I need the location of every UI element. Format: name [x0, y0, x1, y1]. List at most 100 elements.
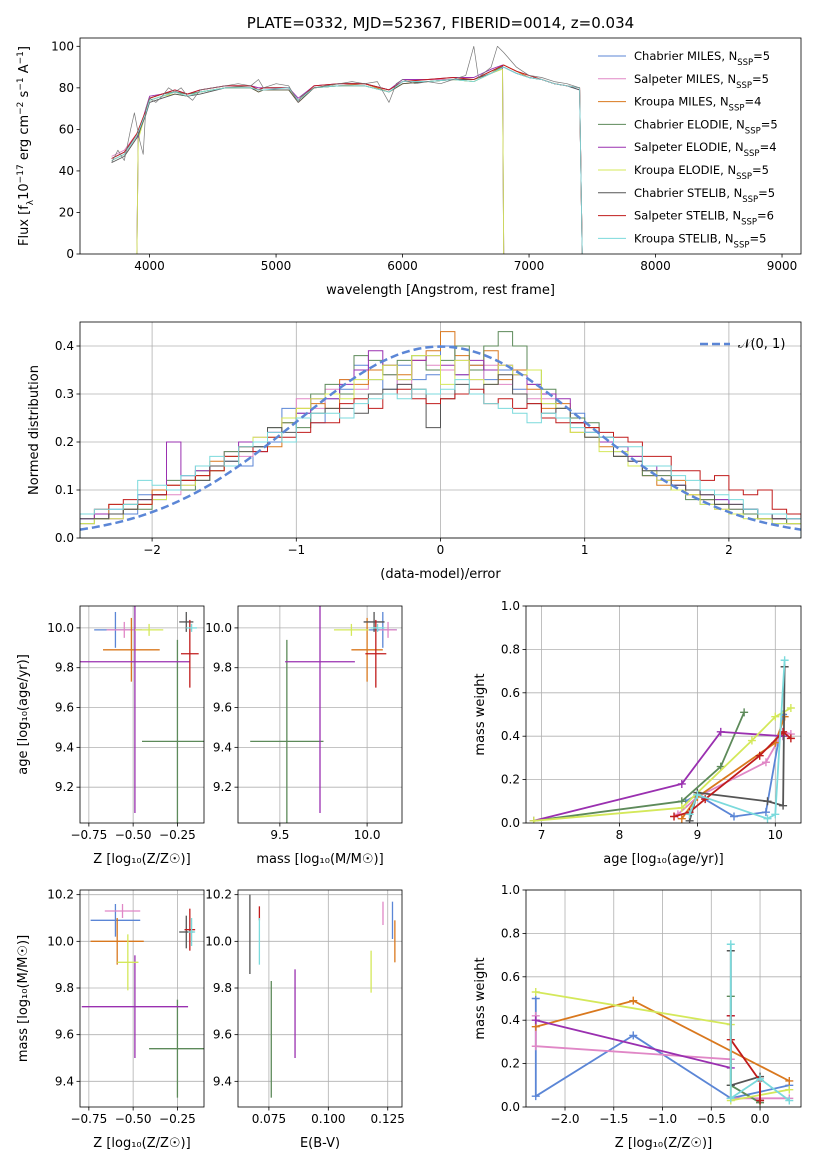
residuals-panel: −2 −1 0 1 2 0.0 0.1 0.2 0.3 0.4 (data-model)/error…: [27, 321, 802, 582]
x-tick-label: 10.0: [354, 828, 381, 842]
plus-marker: [785, 1085, 794, 1094]
x-tick-label: 2: [725, 543, 733, 557]
x-axis-label: Z [log₁₀(Z/Z☉)]: [615, 1136, 712, 1151]
errorbar-point: [363, 611, 385, 632]
errorbar-point: [333, 623, 369, 636]
x-tick-label: −0.75: [70, 828, 107, 842]
axes-frame: [79, 321, 802, 539]
y-tick-label: 9.8: [213, 981, 232, 995]
age_vs_mass-plot-area: [250, 606, 397, 823]
plus-marker: [761, 758, 770, 767]
x-tick-label: −1: [287, 543, 305, 557]
mass_vs_Z-plot-area: [81, 904, 204, 1098]
errorbar-point: [184, 908, 196, 951]
x-tick-label: −0.25: [159, 1112, 196, 1126]
errorbar-point: [103, 617, 160, 682]
mass-weight-line: [533, 731, 784, 822]
plus-marker: [771, 712, 780, 721]
plus-marker: [761, 808, 770, 817]
mass_vs_ebv-grid: [238, 890, 402, 1107]
plus-marker: [677, 803, 686, 812]
x-axis-label: (data-model)/error: [380, 567, 501, 582]
y-tick-label: 9.2: [213, 780, 232, 794]
errorbar-point: [351, 617, 383, 682]
spectrum-plot-area: [111, 45, 583, 254]
mass_vs_Z-panel: −0.75 −0.50 −0.25 9.4 9.6 9.8 10.0 10.2 Z [log₁₀…: [16, 888, 205, 1151]
x-tick-label: 9: [694, 828, 702, 842]
axes-frame: [525, 605, 802, 824]
plus-marker: [755, 751, 764, 760]
x-axis-label: Z [log₁₀(Z/Z☉)]: [93, 852, 190, 867]
plus-marker: [677, 779, 686, 788]
plus-marker: [756, 1096, 765, 1105]
y-axis-label: mass weight: [473, 957, 488, 1039]
plus-marker: [693, 790, 702, 799]
age_vs_Z-plot-area: [80, 606, 204, 823]
x-tick-label: −0.75: [70, 1112, 107, 1126]
x-tick-label: 0.125: [371, 1112, 405, 1126]
y-tick-label: 0.4: [501, 729, 520, 743]
plus-marker: [726, 1094, 735, 1103]
mass-weight-line: [729, 944, 790, 1102]
legend-entry: Chabrier MILES, NSSP=5: [634, 49, 770, 68]
y-tick-label: 9.6: [55, 701, 74, 715]
plus-marker: [629, 996, 638, 1005]
errorbar-point: [80, 606, 190, 814]
y-tick-label: 9.8: [55, 981, 74, 995]
y-tick-label: 80: [59, 81, 74, 95]
errorbar-point: [90, 918, 144, 965]
x-tick-label: 5000: [261, 259, 292, 273]
y-tick-label: 10.0: [205, 621, 232, 635]
plus-marker: [531, 1042, 540, 1051]
x-tick-label: 0: [437, 543, 445, 557]
plus-marker: [786, 703, 795, 712]
y-tick-label: 0.6: [501, 970, 520, 984]
y-tick-label: 0.1: [55, 483, 74, 497]
y-tick-label: 9.6: [213, 701, 232, 715]
plus-marker: [531, 1016, 540, 1025]
mass-weight-line: [729, 996, 761, 1104]
x-tick-label: 8: [616, 828, 624, 842]
y-tick-label: 0: [66, 247, 74, 261]
x-tick-label: 4000: [134, 259, 165, 273]
y-tick-label: 9.4: [213, 1074, 232, 1088]
plus-marker: [779, 801, 788, 810]
observed-spectrum-line: [111, 45, 580, 163]
errorbar-point: [134, 623, 164, 636]
mass-weight-line: [688, 660, 786, 820]
axes-frame: [79, 37, 802, 255]
residual-histogram: [80, 374, 801, 538]
x-tick-label: 7000: [514, 259, 545, 273]
age_vs_mass-panel: 9.5 10.0 9.2 9.4 9.6 9.8 10.0 mass [log₁₀(M/M☉)…: [205, 605, 403, 867]
y-tick-label: 0.8: [501, 926, 520, 940]
y-tick-label: 9.4: [55, 740, 74, 754]
legend-entry: Salpeter ELODIE, NSSP=4: [634, 140, 777, 159]
plus-marker: [786, 734, 795, 743]
y-axis-label: Normed distribution: [27, 365, 42, 495]
x-axis-label: E(B-V): [300, 1136, 340, 1151]
x-axis-label: mass [log₁₀(M/M☉)]: [256, 852, 383, 867]
errorbar-point: [142, 639, 204, 823]
errorbar-point: [370, 623, 385, 632]
massweight_vs_age-panel: 7 8 9 10 0.0 0.2 0.4 0.6 0.8 1.0 age [log₁₀(age/yr…: [473, 599, 802, 867]
legend-entry: Salpeter STELIB, NSSP=6: [634, 209, 774, 228]
normal-curve: [80, 345, 801, 531]
x-tick-label: −2.0: [550, 1112, 579, 1126]
y-tick-label: 0.4: [501, 1013, 520, 1027]
y-tick-label: 0.0: [501, 816, 520, 830]
chart-title: PLATE=0332, MJD=52367, FIBERID=0014, z=0…: [247, 14, 634, 32]
mass-weight-line: [729, 950, 761, 1101]
legend-entry: Chabrier ELODIE, NSSP=5: [634, 117, 778, 136]
legend-entry: Kroupa MILES, NSSP=4: [634, 95, 761, 114]
plus-marker: [730, 812, 739, 821]
plus-marker: [740, 708, 749, 717]
plus-marker: [629, 1031, 638, 1040]
x-axis-label: Z [log₁₀(Z/Z☉)]: [93, 1136, 190, 1151]
plus-marker: [726, 940, 735, 949]
y-axis-label: age [log₁₀(age/yr)]: [16, 654, 31, 775]
spectrum-model-line: [111, 66, 583, 254]
residual-histogram: [80, 355, 801, 538]
y-tick-label: 0.2: [501, 1057, 520, 1071]
y-tick-label: 40: [59, 164, 74, 178]
y-tick-label: 9.6: [55, 1028, 74, 1042]
